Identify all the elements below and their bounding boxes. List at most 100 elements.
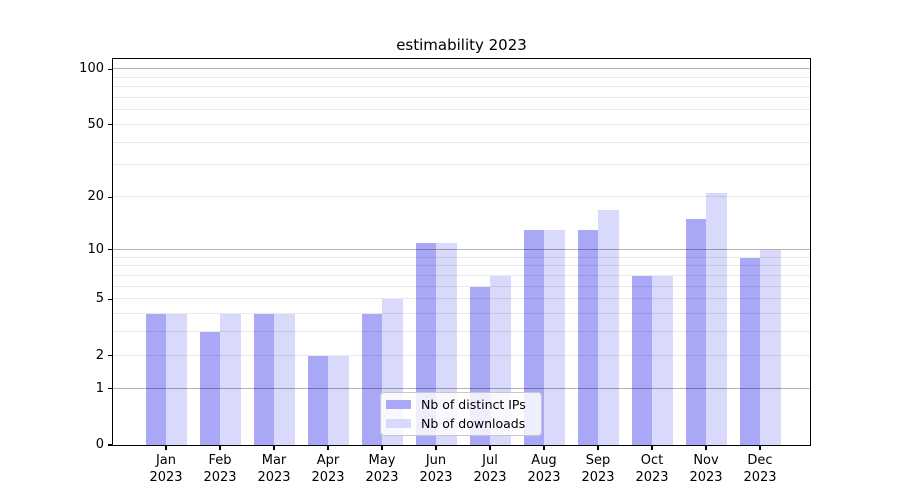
x-label-year: 2023 bbox=[311, 469, 345, 485]
legend-item-downloads: Nb of downloads bbox=[386, 416, 541, 431]
y-tick-1 bbox=[108, 388, 113, 390]
x-tick-dec-2023 bbox=[759, 446, 761, 450]
chart-title: estimability 2023 bbox=[396, 36, 527, 54]
gridline-minor-3 bbox=[113, 331, 810, 333]
y-label-1: 1 bbox=[95, 380, 104, 396]
bar-nb-of-downloads-aug-2023 bbox=[544, 230, 565, 445]
x-label-month: Nov bbox=[693, 453, 719, 468]
legend-item-distinct-ips: Nb of distinct IPs bbox=[386, 397, 541, 412]
x-tick-aug-2023 bbox=[543, 446, 545, 450]
x-tick-jan-2023 bbox=[165, 446, 167, 450]
bar-nb-of-distinct-ips-apr-2023 bbox=[307, 355, 328, 445]
gridline-minor-4 bbox=[113, 312, 810, 314]
x-label-month: Mar bbox=[261, 453, 287, 468]
y-label-50: 50 bbox=[87, 116, 104, 132]
x-label-may-2023: May 2023 bbox=[352, 453, 412, 486]
bar-nb-of-distinct-ips-mar-2023 bbox=[253, 313, 274, 445]
x-tick-nov-2023 bbox=[705, 446, 707, 450]
x-tick-mar-2023 bbox=[273, 446, 275, 450]
x-label-apr-2023: Apr 2023 bbox=[298, 453, 358, 486]
gridline-minor-80 bbox=[113, 86, 810, 88]
y-label-5: 5 bbox=[95, 291, 104, 307]
bar-nb-of-downloads-oct-2023 bbox=[652, 275, 673, 445]
x-label-oct-2023: Oct 2023 bbox=[622, 453, 682, 486]
x-label-year: 2023 bbox=[419, 469, 453, 485]
y-tick-100 bbox=[108, 68, 113, 70]
x-label-month: Jun bbox=[425, 453, 447, 468]
bar-nb-of-downloads-sep-2023 bbox=[598, 209, 619, 445]
x-label-jun-2023: Jun 2023 bbox=[406, 453, 466, 486]
gridline-minor-20 bbox=[113, 196, 810, 198]
x-label-year: 2023 bbox=[149, 469, 183, 485]
x-label-month: Oct bbox=[640, 453, 664, 468]
bar-nb-of-downloads-nov-2023 bbox=[706, 193, 727, 445]
bar-nb-of-downloads-apr-2023 bbox=[328, 355, 349, 445]
x-label-year: 2023 bbox=[203, 469, 237, 485]
y-tick-5 bbox=[108, 298, 113, 300]
x-label-year: 2023 bbox=[581, 469, 615, 485]
gridline-minor-40 bbox=[113, 141, 810, 143]
x-tick-jun-2023 bbox=[435, 446, 437, 450]
bar-nb-of-downloads-mar-2023 bbox=[274, 313, 295, 445]
bar-nb-of-distinct-ips-dec-2023 bbox=[739, 257, 760, 445]
gridline-minor-6 bbox=[113, 285, 810, 287]
bar-nb-of-downloads-feb-2023 bbox=[220, 313, 241, 445]
x-label-jan-2023: Jan 2023 bbox=[136, 453, 196, 486]
x-label-jul-2023: Jul 2023 bbox=[460, 453, 520, 486]
x-tick-oct-2023 bbox=[651, 446, 653, 450]
x-label-dec-2023: Dec 2023 bbox=[730, 453, 790, 486]
legend: Nb of distinct IPs Nb of downloads bbox=[380, 392, 542, 436]
gridline-minor-30 bbox=[113, 164, 810, 166]
bar-nb-of-distinct-ips-nov-2023 bbox=[685, 219, 706, 445]
gridline-minor-7 bbox=[113, 274, 810, 276]
x-label-year: 2023 bbox=[743, 469, 777, 485]
y-tick-0 bbox=[108, 444, 113, 446]
x-label-year: 2023 bbox=[635, 469, 669, 485]
y-tick-2 bbox=[108, 354, 113, 357]
gridline-minor-50 bbox=[113, 123, 810, 125]
x-label-month: May bbox=[368, 453, 396, 468]
x-label-feb-2023: Feb 2023 bbox=[190, 453, 250, 486]
bar-nb-of-downloads-dec-2023 bbox=[760, 249, 781, 445]
bar-nb-of-distinct-ips-sep-2023 bbox=[577, 230, 598, 445]
gridline-minor-90 bbox=[113, 76, 810, 78]
legend-swatch-downloads bbox=[386, 419, 411, 428]
x-label-mar-2023: Mar 2023 bbox=[244, 453, 304, 486]
x-label-month: Jul bbox=[482, 453, 498, 468]
gridline-minor-2 bbox=[113, 354, 810, 356]
gridline-minor-8 bbox=[113, 265, 810, 267]
bar-nb-of-downloads-jan-2023 bbox=[166, 313, 187, 445]
x-label-nov-2023: Nov 2023 bbox=[676, 453, 736, 486]
x-label-aug-2023: Aug 2023 bbox=[514, 453, 574, 486]
gridline-major-1 bbox=[113, 387, 810, 389]
legend-label-downloads: Nb of downloads bbox=[421, 416, 526, 431]
x-tick-apr-2023 bbox=[327, 446, 329, 450]
y-label-0: 0 bbox=[95, 437, 104, 452]
x-label-month: Dec bbox=[747, 453, 773, 468]
x-tick-jul-2023 bbox=[489, 446, 491, 450]
bar-nb-of-distinct-ips-jan-2023 bbox=[145, 313, 166, 445]
y-label-10: 10 bbox=[87, 241, 104, 257]
gridline-minor-70 bbox=[113, 96, 810, 98]
plot-area bbox=[113, 59, 810, 445]
x-label-year: 2023 bbox=[473, 469, 507, 485]
gridline-major-10 bbox=[113, 248, 810, 250]
x-label-sep-2023: Sep 2023 bbox=[568, 453, 628, 486]
x-label-month: Jan bbox=[155, 453, 177, 468]
legend-swatch-distinct-ips bbox=[386, 400, 411, 409]
y-label-100: 100 bbox=[79, 61, 104, 77]
gridline-major-100 bbox=[113, 68, 810, 70]
gridline-minor-9 bbox=[113, 256, 810, 258]
x-label-month: Feb bbox=[208, 453, 232, 468]
gridline-minor-60 bbox=[113, 109, 810, 111]
x-tick-may-2023 bbox=[381, 446, 383, 450]
x-label-year: 2023 bbox=[365, 469, 399, 485]
x-label-month: Aug bbox=[531, 453, 557, 468]
bar-nb-of-distinct-ips-feb-2023 bbox=[199, 332, 220, 445]
y-tick-50 bbox=[108, 124, 113, 126]
x-tick-sep-2023 bbox=[597, 446, 599, 450]
y-tick-20 bbox=[108, 196, 113, 198]
y-tick-10 bbox=[108, 249, 113, 251]
x-tick-feb-2023 bbox=[219, 446, 221, 450]
legend-label-distinct-ips: Nb of distinct IPs bbox=[421, 397, 526, 412]
